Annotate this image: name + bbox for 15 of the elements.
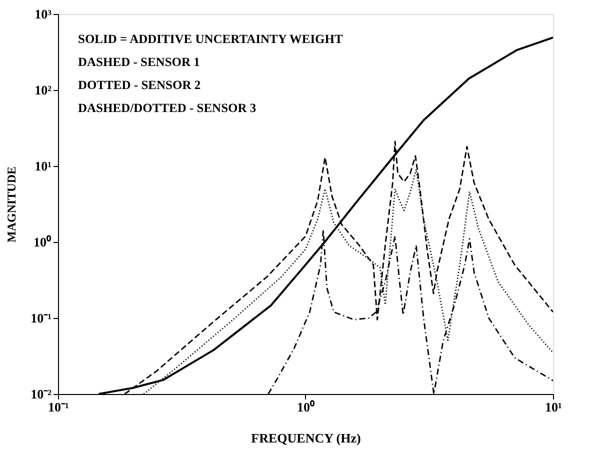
y-tick-label: 10⁻¹ <box>30 310 52 326</box>
annotation: DOTTED - SENSOR 2 <box>78 78 201 92</box>
annotation: SOLID = ADDITIVE UNCERTAINTY WEIGHT <box>78 32 344 46</box>
annotation: DASHED/DOTTED - SENSOR 3 <box>78 101 256 115</box>
x-axis-title: FREQUENCY (Hz) <box>251 430 361 446</box>
x-tick-label: 10⁻¹ <box>48 400 70 414</box>
y-tick-label: 10⁻² <box>30 386 52 402</box>
x-tick-label: 10¹ <box>545 400 562 414</box>
y-axis-title: MAGNITUDE <box>4 166 19 243</box>
y-tick-label: 10¹ <box>34 158 52 174</box>
y-tick-label: 10⁰ <box>34 234 52 250</box>
x-tick-label: 10⁰ <box>297 400 315 414</box>
y-tick-label: 10³ <box>34 6 52 22</box>
annotation: DASHED - SENSOR 1 <box>78 55 200 69</box>
y-tick-label: 10² <box>34 82 52 98</box>
